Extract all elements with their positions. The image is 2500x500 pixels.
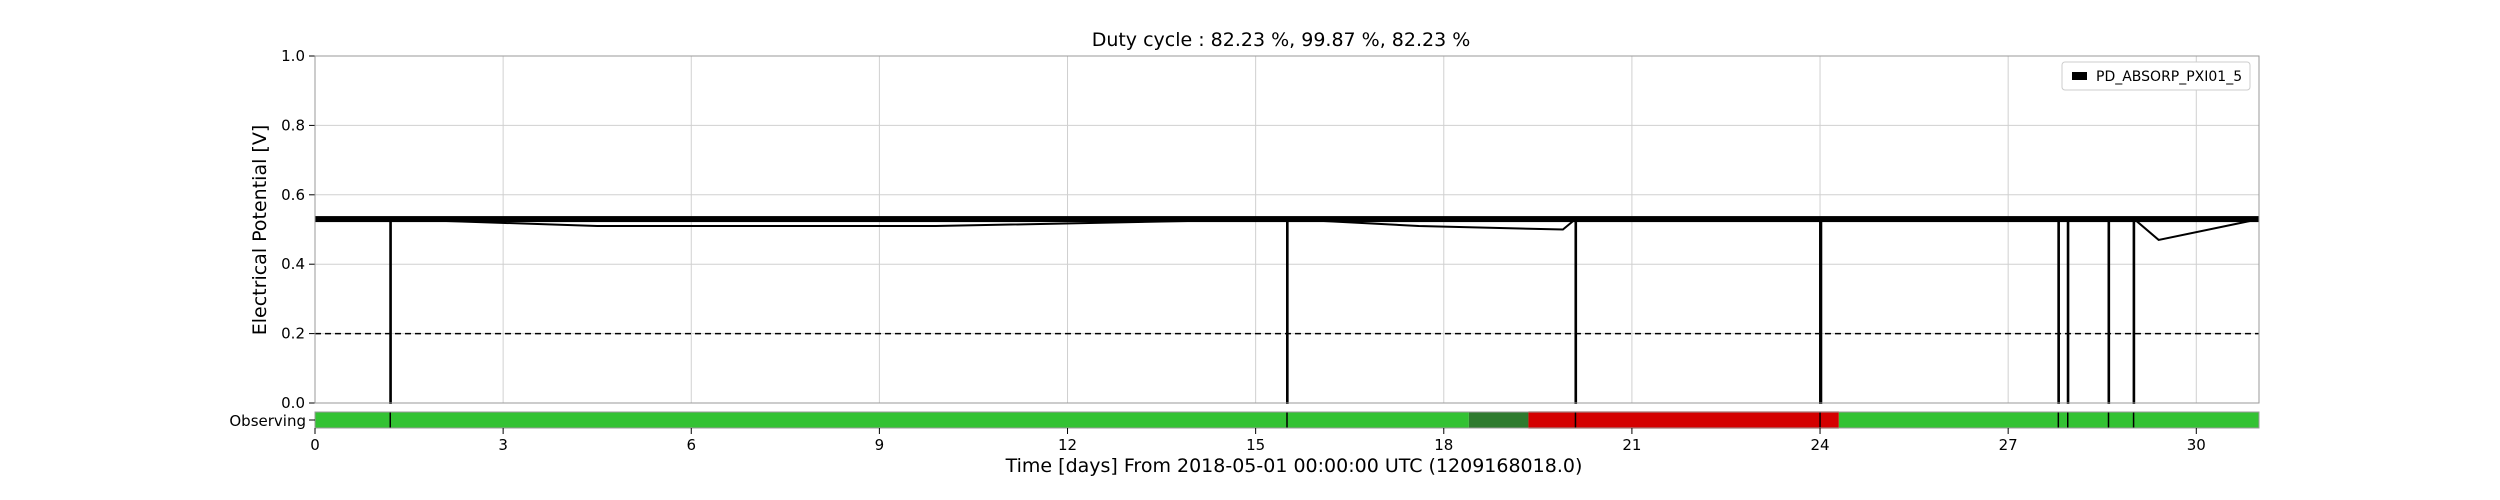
x-tick-label: 12 (1058, 436, 1077, 454)
y-tick-label: 0.8 (281, 116, 305, 134)
y-axis-label: Electrical Potential [V] (249, 125, 271, 335)
y-tick-label: 0.2 (281, 325, 305, 343)
x-tick-label: 9 (875, 436, 885, 454)
x-tick-label: 18 (1434, 436, 1453, 454)
x-tick-label: 24 (1810, 436, 1829, 454)
legend: PD_ABSORP_PXI01_5 (2061, 61, 2251, 91)
legend-box (2061, 61, 2251, 91)
state-bar-label: Observing (229, 412, 306, 430)
y-tick-label: 0.0 (281, 394, 305, 412)
state-segment-active (1838, 412, 2259, 428)
y-tick-label: 1.0 (281, 47, 305, 65)
x-tick-label: 15 (1246, 436, 1265, 454)
series-layer (315, 216, 2260, 404)
legend-entry: PD_ABSORP_PXI01_5 (2096, 69, 2242, 85)
x-tick-label: 6 (686, 436, 696, 454)
x-axis-label: Time [days] From 2018-05-01 00:00:00 UTC… (1005, 455, 1583, 477)
y-tick-label: 0.6 (281, 186, 305, 204)
y-tick-label: 0.4 (281, 255, 305, 273)
plot-frame (314, 55, 2260, 404)
chart-title: Duty cycle : 82.23 %, 99.87 %, 82.23 % (1092, 29, 1471, 51)
x-tick-label: 27 (1999, 436, 2018, 454)
state-segment-active (315, 412, 1469, 428)
x-tick-label: 21 (1622, 436, 1641, 454)
x-tick-label: 3 (498, 436, 508, 454)
state-segment-known (1528, 412, 1839, 428)
x-tick-label: 30 (2187, 436, 2206, 454)
series-line (315, 216, 2260, 404)
legend-swatch (2072, 72, 2087, 80)
state-bar (309, 411, 2260, 429)
axes: 0 3 6 9 12 15 18 21 24 27 30 0.0 0.2 0.4 0.6 0.8 1.0 (281, 47, 2260, 454)
x-tick-label: 0 (310, 436, 320, 454)
state-segment-flagged (1468, 412, 1529, 428)
